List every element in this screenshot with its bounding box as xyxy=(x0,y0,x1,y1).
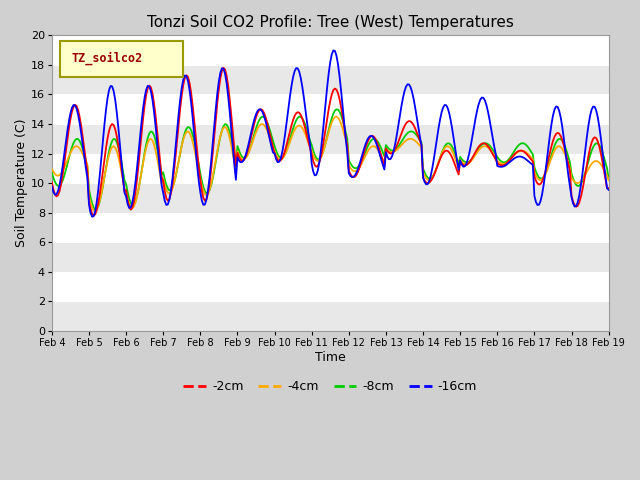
Y-axis label: Soil Temperature (C): Soil Temperature (C) xyxy=(15,119,28,247)
Legend: -2cm, -4cm, -8cm, -16cm: -2cm, -4cm, -8cm, -16cm xyxy=(178,375,482,398)
Bar xyxy=(52,272,609,301)
Bar xyxy=(52,301,609,331)
Bar xyxy=(52,183,609,213)
Title: Tonzi Soil CO2 Profile: Tree (West) Temperatures: Tonzi Soil CO2 Profile: Tree (West) Temp… xyxy=(147,15,514,30)
FancyBboxPatch shape xyxy=(60,41,182,77)
Bar xyxy=(52,65,609,95)
X-axis label: Time: Time xyxy=(315,350,346,363)
Bar xyxy=(52,242,609,272)
Bar xyxy=(52,124,609,154)
Bar xyxy=(52,95,609,124)
Bar xyxy=(52,213,609,242)
Text: TZ_soilco2: TZ_soilco2 xyxy=(71,52,143,65)
Bar xyxy=(52,154,609,183)
Bar xyxy=(52,36,609,65)
